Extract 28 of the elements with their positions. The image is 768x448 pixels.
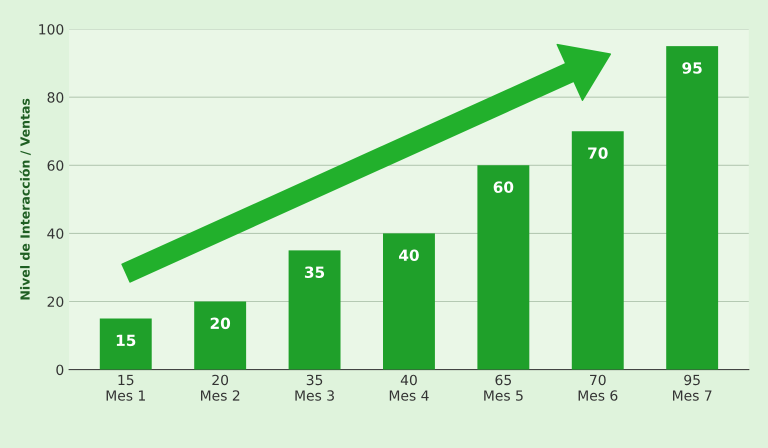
y-axis-title: Nivel de Interacción / Ventas (20, 98, 31, 300)
bar (194, 302, 246, 370)
bar (572, 131, 624, 370)
y-tick-label: 80 (48, 92, 64, 103)
bar (477, 165, 530, 370)
y-tick-label: 20 (48, 296, 64, 307)
y-tick-label: 100 (39, 24, 64, 35)
bar (100, 318, 152, 370)
bar (383, 233, 435, 370)
x-tick-label: 35 Mes 3 (295, 374, 334, 401)
data-label: 95 (682, 62, 702, 74)
bar (666, 46, 718, 370)
bar (288, 250, 341, 370)
y-tick-label: 0 (56, 364, 64, 376)
y-tick-label: 40 (47, 228, 64, 239)
x-tick-label: 40 Mes 4 (390, 374, 429, 401)
data-label: 40 (399, 249, 419, 262)
x-tick-label: 20 Mes 2 (201, 374, 240, 401)
x-tick-label: 70 Mes 6 (578, 374, 618, 401)
data-label: 35 (304, 266, 324, 278)
data-label: 70 (588, 147, 608, 159)
x-tick-label: 95 Mes 7 (673, 374, 712, 401)
x-tick-label: 15 Mes 1 (106, 374, 145, 401)
y-tick-label: 60 (48, 160, 64, 171)
data-label: 20 (210, 318, 230, 330)
data-label: 60 (494, 181, 514, 193)
x-tick-label: 65 Mes 5 (484, 374, 523, 401)
data-label: 15 (116, 334, 136, 346)
